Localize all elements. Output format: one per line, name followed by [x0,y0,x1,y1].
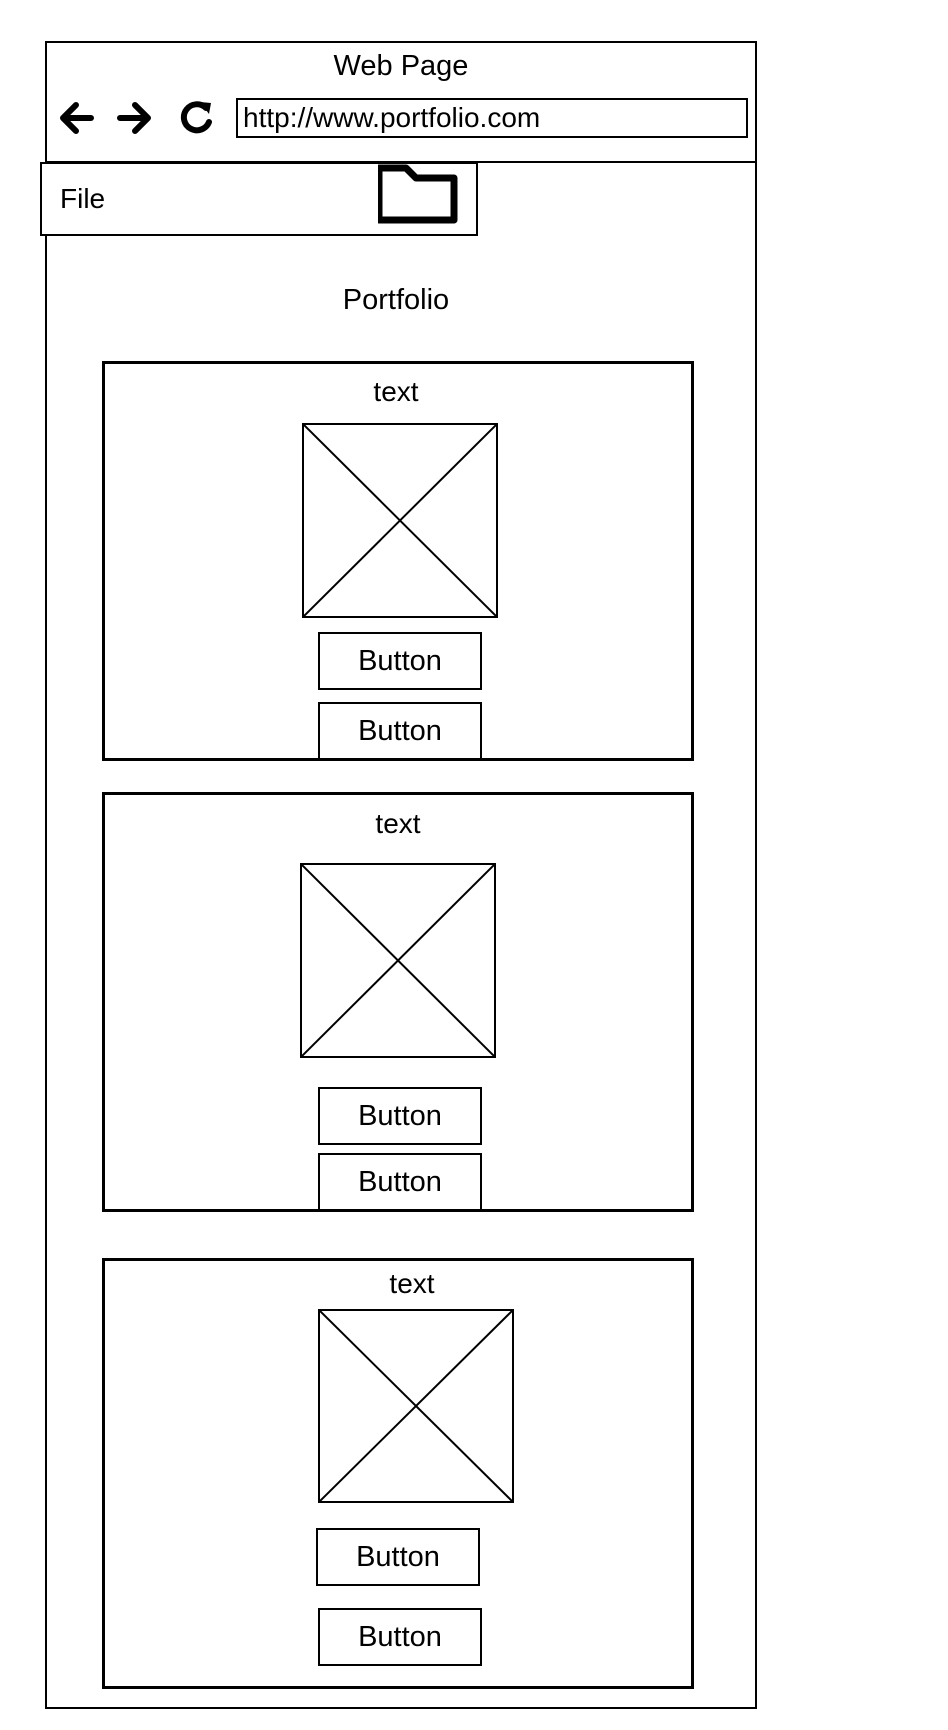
portfolio-card [102,1258,694,1689]
page-title: Portfolio [342,284,450,316]
card-button[interactable]: Button [318,702,482,760]
card-text: text [375,808,421,839]
card-text: text [389,1268,435,1299]
card-button[interactable]: Button [316,1528,480,1586]
image-placeholder [302,423,498,618]
image-placeholder [318,1309,514,1503]
image-placeholder [300,863,496,1058]
card-button[interactable]: Button [318,1087,482,1145]
file-menu-item[interactable]: File [60,183,106,214]
card-button[interactable]: Button [318,1608,482,1666]
browser-window [45,41,757,1709]
card-text: text [373,376,419,407]
back-arrow-icon[interactable] [56,98,96,138]
address-bar[interactable]: http://www.portfolio.com [236,98,748,138]
file-menu-bar [40,162,478,236]
folder-icon[interactable] [375,164,458,224]
card-button[interactable]: Button [318,1153,482,1211]
reload-icon[interactable] [176,98,216,138]
forward-arrow-icon[interactable] [115,98,155,138]
window-title: Web Page [333,50,469,82]
card-button[interactable]: Button [318,632,482,690]
